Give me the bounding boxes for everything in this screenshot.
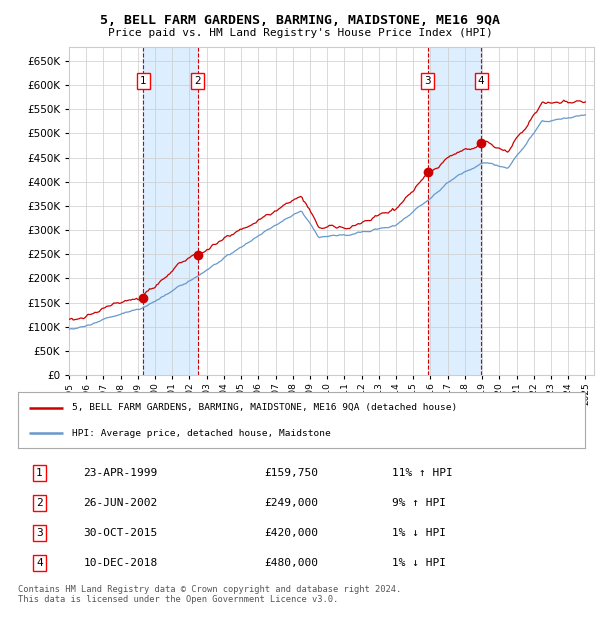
Text: £159,750: £159,750 <box>265 468 319 478</box>
Text: 5, BELL FARM GARDENS, BARMING, MAIDSTONE, ME16 9QA (detached house): 5, BELL FARM GARDENS, BARMING, MAIDSTONE… <box>72 403 457 412</box>
Text: Price paid vs. HM Land Registry's House Price Index (HPI): Price paid vs. HM Land Registry's House … <box>107 28 493 38</box>
Text: HPI: Average price, detached house, Maidstone: HPI: Average price, detached house, Maid… <box>72 428 331 438</box>
Text: 10-DEC-2018: 10-DEC-2018 <box>83 558 157 568</box>
Text: 2: 2 <box>36 498 43 508</box>
Bar <box>428 46 481 375</box>
Text: 4: 4 <box>478 76 484 86</box>
Text: 30-OCT-2015: 30-OCT-2015 <box>83 528 157 538</box>
Text: £420,000: £420,000 <box>265 528 319 538</box>
Text: 4: 4 <box>36 558 43 568</box>
Text: 9% ↑ HPI: 9% ↑ HPI <box>392 498 446 508</box>
Text: Contains HM Land Registry data © Crown copyright and database right 2024.
This d: Contains HM Land Registry data © Crown c… <box>18 585 401 604</box>
Text: £480,000: £480,000 <box>265 558 319 568</box>
Text: £249,000: £249,000 <box>265 498 319 508</box>
Bar <box>143 46 198 375</box>
Text: 11% ↑ HPI: 11% ↑ HPI <box>392 468 453 478</box>
Text: 1% ↓ HPI: 1% ↓ HPI <box>392 528 446 538</box>
Text: 1: 1 <box>140 76 146 86</box>
Text: 3: 3 <box>424 76 431 86</box>
Text: 1% ↓ HPI: 1% ↓ HPI <box>392 558 446 568</box>
Text: 3: 3 <box>36 528 43 538</box>
Text: 1: 1 <box>36 468 43 478</box>
Text: 23-APR-1999: 23-APR-1999 <box>83 468 157 478</box>
Text: 5, BELL FARM GARDENS, BARMING, MAIDSTONE, ME16 9QA: 5, BELL FARM GARDENS, BARMING, MAIDSTONE… <box>100 14 500 27</box>
Text: 26-JUN-2002: 26-JUN-2002 <box>83 498 157 508</box>
Text: 2: 2 <box>194 76 201 86</box>
